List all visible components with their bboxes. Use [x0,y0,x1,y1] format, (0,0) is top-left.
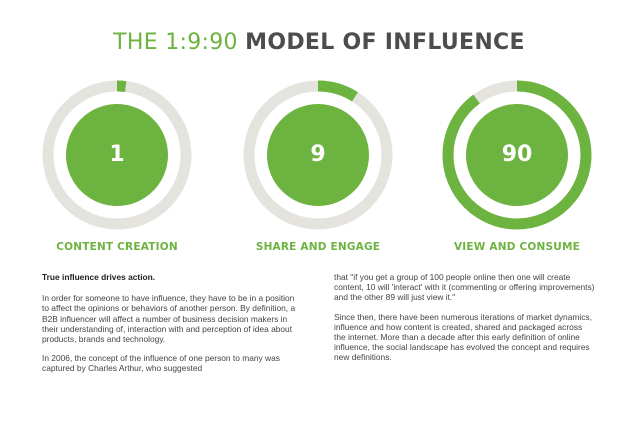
body-paragraph: Since then, there have been numerous ite… [334,311,592,363]
donut-center [466,104,568,206]
donut-graphic [243,80,393,230]
donut-label: VIEW AND CONSUME [453,241,581,253]
title-lead: THE 1:9:90 [113,30,238,55]
title-rest: MODEL OF INFLUENCE [245,30,525,55]
body-paragraph: that "if you get a group of 100 people o… [334,272,595,303]
donut-center [267,104,369,206]
donut-label: CONTENT CREATION [56,241,178,253]
donut-arc [42,80,192,230]
page-title: THE 1:9:90 MODEL OF INFLUENCE [0,30,638,55]
donut-share-engage: 9 [242,79,394,231]
donut-arc [442,80,592,230]
donut-label: SHARE AND ENGAGE [255,241,381,253]
body-heading: True influence drives action. [42,272,156,282]
donut-view-consume: 90 [441,79,593,231]
body-paragraph: In 2006, the concept of the influence of… [42,353,280,374]
donut-graphic [42,80,192,230]
donut-value: 1 [109,142,125,167]
donut-content-creation: 1 [41,79,193,231]
body-column-right: that "if you get a group of 100 people o… [334,272,596,372]
donut-value: 9 [310,142,326,167]
donut-graphic [442,80,592,230]
body-paragraph: In order for someone to have influence, … [42,293,296,345]
body-column-left: True influence drives action. In order f… [42,272,300,383]
donut-arc [243,80,393,230]
donut-value: 90 [501,142,533,167]
donut-center [66,104,168,206]
